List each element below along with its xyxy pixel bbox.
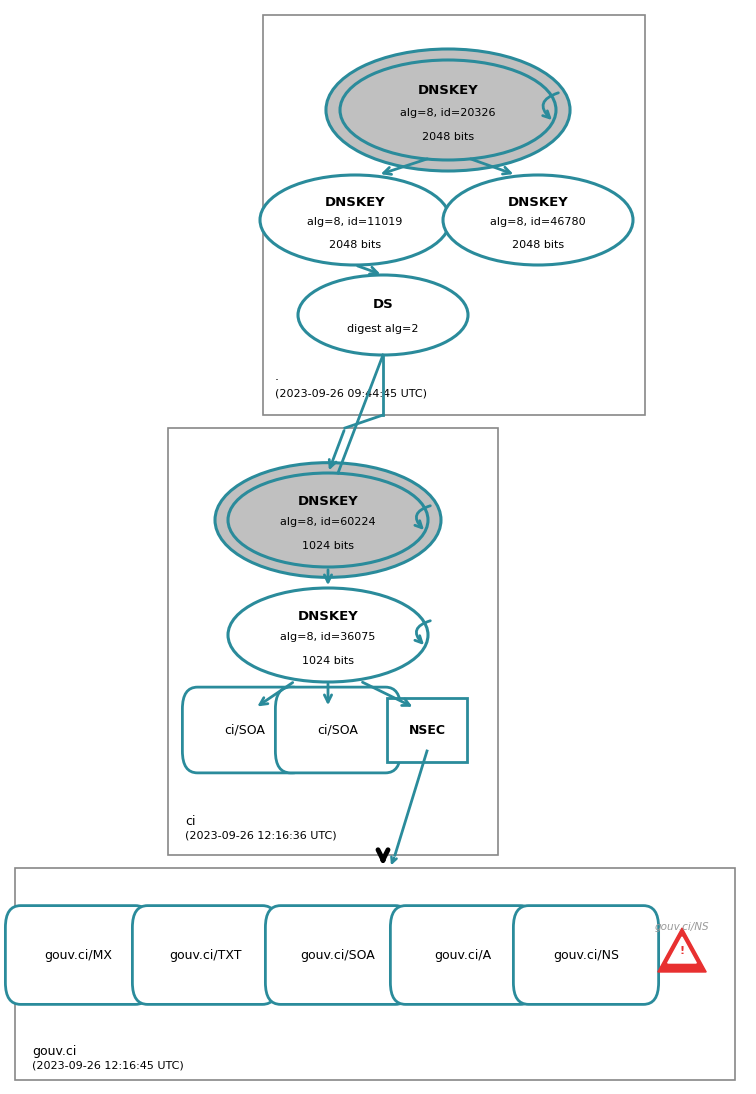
FancyArrowPatch shape <box>543 93 559 118</box>
Text: alg=8, id=60224: alg=8, id=60224 <box>280 517 376 527</box>
Ellipse shape <box>298 275 468 354</box>
Text: ci: ci <box>185 815 196 828</box>
Text: alg=8, id=46780: alg=8, id=46780 <box>490 218 586 228</box>
FancyBboxPatch shape <box>390 906 535 1004</box>
FancyBboxPatch shape <box>182 687 308 772</box>
FancyArrowPatch shape <box>415 620 430 643</box>
Text: gouv.ci/NS: gouv.ci/NS <box>655 922 709 932</box>
Text: DNSKEY: DNSKEY <box>298 494 358 508</box>
Bar <box>263 15 645 415</box>
Text: !: ! <box>680 946 685 956</box>
Text: alg=8, id=20326: alg=8, id=20326 <box>400 107 496 117</box>
Text: (2023-09-26 09:44:45 UTC): (2023-09-26 09:44:45 UTC) <box>275 388 427 398</box>
Text: 2048 bits: 2048 bits <box>329 240 381 249</box>
Text: (2023-09-26 12:16:45 UTC): (2023-09-26 12:16:45 UTC) <box>32 1061 184 1071</box>
Text: ci/SOA: ci/SOA <box>318 723 358 736</box>
Text: gouv.ci: gouv.ci <box>32 1045 76 1058</box>
Text: 2048 bits: 2048 bits <box>512 240 564 249</box>
Bar <box>15 868 735 1080</box>
Text: alg=8, id=36075: alg=8, id=36075 <box>280 632 376 642</box>
Text: gouv.ci/MX: gouv.ci/MX <box>44 948 112 962</box>
Ellipse shape <box>228 587 428 682</box>
FancyBboxPatch shape <box>5 906 150 1004</box>
Text: 1024 bits: 1024 bits <box>302 655 354 666</box>
Ellipse shape <box>215 463 441 578</box>
Text: 2048 bits: 2048 bits <box>422 132 474 142</box>
FancyArrowPatch shape <box>415 505 430 527</box>
Text: DNSKEY: DNSKEY <box>298 609 358 622</box>
Text: ci/SOA: ci/SOA <box>225 723 265 736</box>
Text: 1024 bits: 1024 bits <box>302 540 354 551</box>
Text: DNSKEY: DNSKEY <box>417 83 479 96</box>
Ellipse shape <box>340 60 556 160</box>
Polygon shape <box>658 928 706 971</box>
FancyBboxPatch shape <box>275 687 401 772</box>
Text: gouv.ci/A: gouv.ci/A <box>435 948 491 962</box>
FancyBboxPatch shape <box>132 906 277 1004</box>
Text: digest alg=2: digest alg=2 <box>347 324 419 334</box>
Bar <box>168 428 498 856</box>
Text: DNSKEY: DNSKEY <box>324 196 386 209</box>
Text: gouv.ci/SOA: gouv.ci/SOA <box>301 948 376 962</box>
FancyBboxPatch shape <box>513 906 658 1004</box>
Text: NSEC: NSEC <box>408 723 445 736</box>
Ellipse shape <box>228 473 428 567</box>
Text: .: . <box>275 370 279 383</box>
Ellipse shape <box>443 175 633 265</box>
Text: DNSKEY: DNSKEY <box>507 196 569 209</box>
Text: (2023-09-26 12:16:36 UTC): (2023-09-26 12:16:36 UTC) <box>185 831 336 841</box>
FancyBboxPatch shape <box>265 906 411 1004</box>
Polygon shape <box>668 936 696 963</box>
Text: gouv.ci/TXT: gouv.ci/TXT <box>169 948 241 962</box>
Ellipse shape <box>260 175 450 265</box>
Text: alg=8, id=11019: alg=8, id=11019 <box>307 218 403 228</box>
Text: gouv.ci/NS: gouv.ci/NS <box>553 948 619 962</box>
FancyBboxPatch shape <box>387 698 467 761</box>
Ellipse shape <box>326 49 570 171</box>
Text: DS: DS <box>373 299 393 312</box>
